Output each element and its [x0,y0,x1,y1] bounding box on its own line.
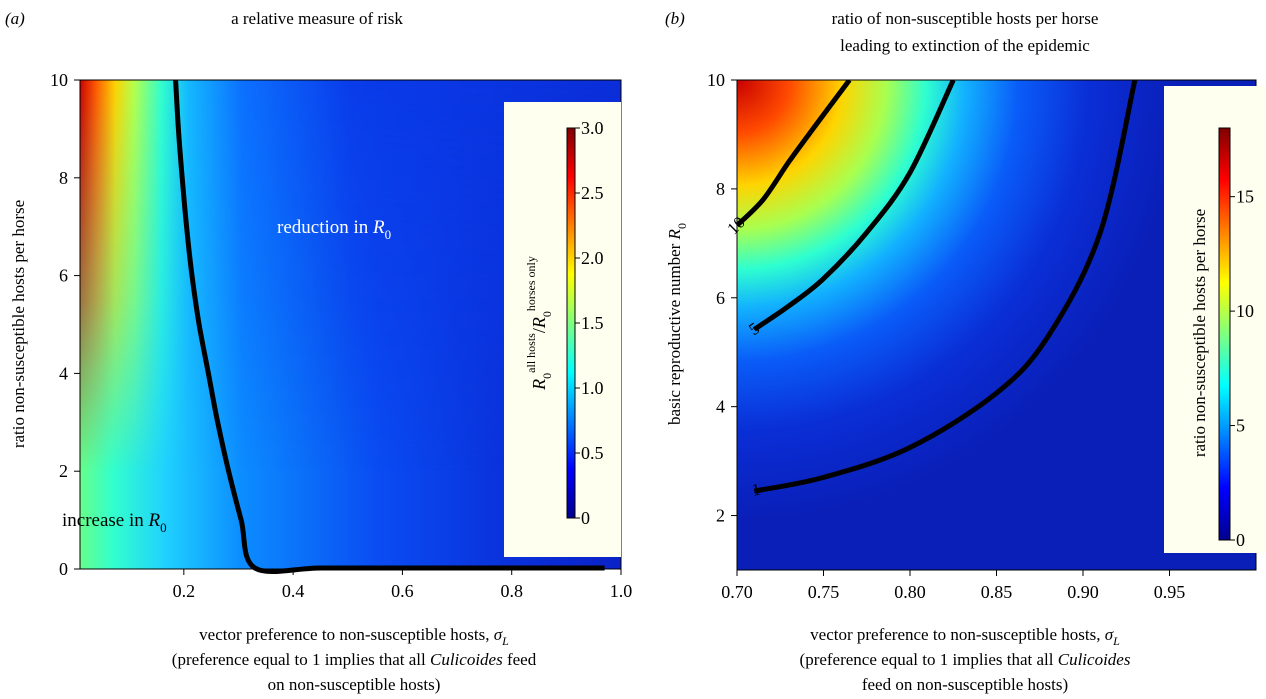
panel-b-colorbar-tick-label: 10 [1236,301,1254,321]
panel-b-ytick-label: 6 [716,288,725,308]
panel-b-colorbar-tick-label: 0 [1236,530,1245,550]
panel-a-annotation-reduction: reduction in R0 [277,217,391,242]
panel-b: (b) ratio of non-susceptible hosts per h… [665,9,1266,694]
panel-a-colorbar-background [504,102,621,557]
panel-a-xtick-label: 0.2 [173,581,196,601]
panel-b-xtick-label: 0.75 [808,582,840,602]
panel-a-xtick-label: 0.6 [391,581,414,601]
svg-text:(preference equal to 1 implies: (preference equal to 1 implies that all … [800,650,1131,669]
panel-b-colorbar-label: ratio non-susceptible hosts per horse [1190,209,1209,457]
panel-b-colorbar-tick-label: 15 [1236,187,1254,207]
panel-a-ytick-label: 4 [59,363,68,383]
panel-a-colorbar-tick-label: 3.0 [581,118,604,138]
panel-b-title-line-2: leading to extinction of the epidemic [840,36,1090,55]
panel-b-ytick-label: 8 [716,179,725,199]
panel-b-xtick-label: 0.95 [1154,582,1186,602]
panel-a-colorbar-tick-label: 1.5 [581,313,604,333]
panel-a-contour-r0-equals-1 [173,79,605,575]
svg-text:vector preference to non-susce: vector preference to non-susceptible hos… [199,625,509,648]
panel-b-xtick-label: 0.80 [894,582,926,602]
panel-a-ytick-label: 0 [59,559,68,579]
panel-a-xtick-label: 0.8 [500,581,523,601]
panel-b-contour-10 [737,80,852,228]
panel-b-contour-5 [752,80,956,332]
panel-b-title-line-1: ratio of non-susceptible hosts per horse [832,9,1099,28]
panel-b-colorbar-scale [1218,127,1231,541]
panel-b-ytick-label: 2 [716,506,725,526]
panel-b-axes: 0.70 0.75 0.80 0.85 0.90 0.95 2 4 6 8 10 [707,70,1185,602]
panel-a-annotation-increase: increase in R0 [62,510,167,535]
panel-b-xtick-label: 0.70 [721,582,753,602]
panel-a-label: (a) [5,9,25,28]
panel-b-ylabel: basic reproductive number R0 [665,223,689,425]
panel-b-ytick-label: 10 [707,70,725,90]
panel-a-colorbar-tick-label: 2.0 [581,248,604,268]
panel-b-xtick-label: 0.90 [1067,582,1099,602]
panel-a: (a) a relative measure of risk reduction… [5,9,632,694]
panel-b-contour-1 [753,80,1138,494]
panel-a-ylabel: ratio non-susceptible hosts per horse [9,200,28,448]
panel-b-ytick-label: 4 [716,397,725,417]
panel-b-colorbar-background [1164,86,1266,553]
svg-text:on non-susceptible hosts): on non-susceptible hosts) [268,675,441,694]
panel-a-xtick-label: 0.4 [282,581,305,601]
svg-text:vector preference to non-susce: vector preference to non-susceptible hos… [810,625,1120,648]
panel-b-xlabel: vector preference to non-susceptible hos… [800,625,1131,694]
panel-a-xtick-label: 1.0 [610,581,633,601]
panel-a-ytick-label: 6 [59,266,68,286]
svg-text:feed on non-susceptible hosts): feed on non-susceptible hosts) [862,675,1068,694]
panel-a-ytick-label: 8 [59,168,68,188]
panel-a-colorbar: 0 0.5 1.0 1.5 2.0 2.5 3.0 R0all hosts/R0horses… [504,102,621,557]
panel-b-contour-label-1: 1 [750,480,762,500]
panel-b-xtick-label: 0.85 [981,582,1013,602]
panel-a-colorbar-label: R0all hosts/R0horses only [524,256,554,391]
svg-text:(preference equal to 1 implies: (preference equal to 1 implies that all … [172,650,537,669]
panel-a-ytick-label: 10 [50,70,68,90]
panel-b-colorbar: 0 5 10 15 ratio non-susceptible hosts per h… [1164,86,1266,553]
panel-a-title: a relative measure of risk [231,9,403,28]
panel-a-colorbar-tick-label: 1.0 [581,378,604,398]
panel-b-label: (b) [665,9,685,28]
panel-a-colorbar-tick-label: 0 [581,508,590,528]
panel-a-xlabel: vector preference to non-susceptible hos… [172,625,537,694]
panel-a-axes: 0.2 0.4 0.6 0.8 1.0 0 2 4 6 8 10 [50,70,632,601]
panel-a-colorbar-ticks: 0 0.5 1.0 1.5 2.0 2.5 3.0 [575,118,604,528]
panel-b-colorbar-tick-label: 5 [1236,416,1245,436]
panel-b-colorbar-ticks: 0 5 10 15 [1230,187,1254,550]
panel-a-colorbar-tick-label: 0.5 [581,443,604,463]
panel-a-ytick-label: 2 [59,461,68,481]
panel-a-colorbar-tick-label: 2.5 [581,183,604,203]
panel-a-colorbar-scale [566,127,576,519]
